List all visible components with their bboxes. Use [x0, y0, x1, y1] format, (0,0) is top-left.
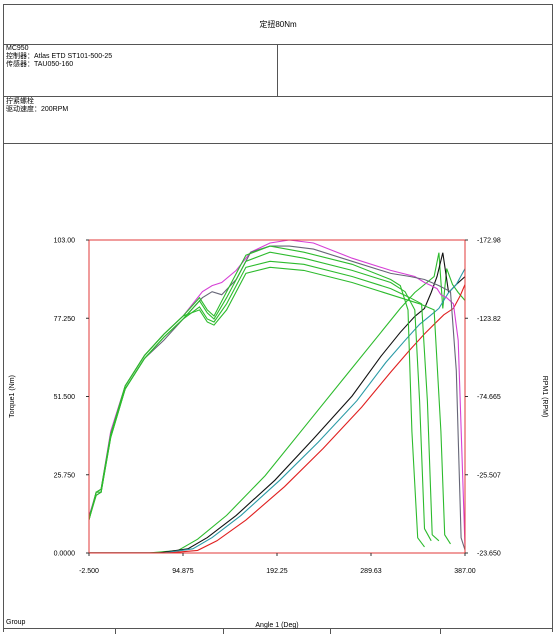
rpm-series-line [89, 252, 466, 554]
y-tick-label: 0.0000 [54, 551, 76, 558]
header-top-rule [3, 4, 553, 5]
torque-series-line [88, 245, 466, 551]
frame-left-rule [3, 4, 4, 632]
rpm-series-line [89, 252, 466, 554]
y2-tick-label: -23.650 [477, 551, 501, 558]
group-label: Group [6, 619, 26, 626]
torque-series-line [88, 260, 440, 542]
rpm-series-line [89, 268, 466, 554]
info-controller: 控制器：Atlas ETD ST101-500-25 [6, 53, 113, 60]
info-task: 拧紧螺栓 [6, 98, 34, 105]
x-tick-label: 192.25 [266, 568, 288, 575]
torque-series-line [88, 266, 451, 545]
x-tick-label: 387.00 [454, 568, 476, 575]
x-tick-label: 94.875 [172, 568, 194, 575]
info-speed: 驱动速度：200RPM [6, 106, 69, 113]
y-tick-label: 103.00 [54, 238, 76, 245]
y-tick-label: 51.500 [54, 394, 76, 401]
header-col-rule [277, 44, 278, 96]
y2-tick-label: -123.82 [477, 316, 501, 323]
footer-col-rule-3 [330, 628, 331, 634]
report-title: 定扭80Nm [259, 19, 297, 29]
torque-series-line [88, 239, 466, 547]
footer-rule [3, 628, 553, 629]
header-rule-3 [3, 143, 553, 144]
y2-tick-label: -172.98 [477, 238, 501, 245]
y2-axis-label: RPM1 (RPM) [541, 376, 548, 418]
header-rule-1 [3, 44, 553, 45]
info-model: MC950 [6, 45, 29, 52]
x-tick-label: 289.63 [360, 568, 382, 575]
header-rule-2 [3, 96, 553, 97]
x-axis-label: Angle 1 (Deg) [255, 622, 298, 629]
y2-tick-label: -74.665 [477, 394, 501, 401]
x-tick-label: -2.500 [79, 568, 99, 575]
y2-tick-label: -25.507 [477, 472, 501, 479]
y-tick-label: 77.250 [54, 316, 76, 323]
info-sensor: 传感器：TAU050-160 [6, 61, 74, 68]
footer-col-rule-1 [115, 628, 116, 634]
y-tick-label: 25.750 [54, 472, 76, 479]
footer-col-rule-2 [223, 628, 224, 634]
rpm-series-line [89, 284, 466, 554]
y-axis-label: Torque1 (Nm) [9, 375, 16, 418]
footer-col-rule-4 [440, 628, 441, 634]
frame-right-rule [552, 4, 553, 632]
plot-frame [88, 239, 466, 554]
